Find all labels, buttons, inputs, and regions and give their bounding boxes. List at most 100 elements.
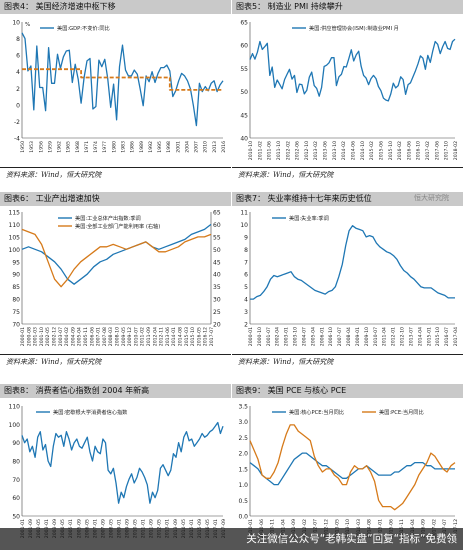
y-tick-label: 85 (12, 284, 20, 291)
x-tick-label: 2002-12 (52, 327, 58, 346)
x-tick-label: 2012-06 (295, 141, 301, 160)
x-tick-label: 2006-06 (89, 327, 95, 346)
x-tick-label: 1950 (20, 141, 26, 153)
x-tick-label: 2011-02 (257, 141, 263, 160)
y-tick-label: 9 (244, 234, 248, 241)
x-tick-label: 2000-01 (20, 327, 26, 346)
x-tick-label: 1983 (121, 141, 127, 153)
x-tick-label: 2001-10 (39, 327, 45, 346)
y-tick-label-right: 40 (213, 272, 221, 279)
y-tick-label: 90 (12, 440, 20, 447)
x-tick-label: 2007-01 (96, 327, 102, 346)
x-tick-label: 2009-12 (127, 327, 133, 346)
y-tick-label-right: 20 (213, 322, 221, 329)
y-tick-label: 0.5 (238, 498, 248, 505)
chart-panel-pmi: 图表5： 制造业 PMI 持续攀升 65 60 55 50 45 40 2010-10 201… (232, 0, 463, 180)
y-tick-label-right: 65 (213, 210, 221, 217)
x-tick-label: 2017-04 (453, 327, 459, 346)
y-tick-label-right: 45 (213, 259, 221, 266)
x-tick-label: 2004-02 (64, 327, 70, 346)
chart-title: 图表9： 美国 PCE 与核心 PCE (232, 384, 463, 398)
x-tick-label: 2001-03 (33, 327, 39, 346)
y-tick-label-right: 35 (213, 284, 221, 291)
y-tick-label: 0.0 (238, 514, 248, 521)
x-tick-label: 2005-11 (83, 327, 89, 346)
x-tick-label: 2007-07 (337, 327, 343, 346)
x-tick-label: 1971 (84, 141, 90, 153)
x-tick-label: 2001 (175, 141, 181, 153)
x-tick-label: 2011-09 (146, 327, 152, 346)
x-tick-label: 2002-04 (275, 327, 281, 346)
series-line (249, 424, 456, 511)
x-tick-label: 1995 (157, 141, 163, 153)
chart-panel-industrial: 图表6： 工业产出增速加快 115 110 105 100 95 90 85 80 75 70 65… (0, 192, 231, 368)
y-tick-label: 2 (16, 86, 20, 93)
x-tick-label: 2013-02 (313, 141, 319, 160)
y-tick-label: 1.5 (238, 466, 248, 473)
y-tick-label: 8 (16, 36, 20, 43)
y-tick-label: 5 (244, 284, 248, 291)
legend-label: 美国:核心PCE:当月同比 (289, 408, 344, 416)
series-line (249, 38, 456, 102)
chart-panel-consumer: 图表8： 消费者信心指数创 2004 年新高 11010090807060502… (0, 384, 231, 550)
x-tick-label: 2014-06 (351, 141, 357, 160)
y-tick-label: 80 (12, 297, 20, 304)
y-tick-label: 70 (12, 477, 20, 484)
series-line (22, 68, 223, 91)
x-tick-label: 2007 (194, 141, 200, 153)
x-tick-label: 2011-04 (382, 327, 388, 346)
x-tick-label: 2013-07 (408, 327, 414, 346)
x-tick-label: 2000-01 (248, 327, 254, 346)
x-tick-label: 2013-10 (332, 141, 338, 160)
legend-label: 美国:PCE:当月同比 (379, 408, 424, 416)
y-tick-label: 105 (9, 234, 21, 241)
pce-chart: 3.53.02.52.01.51.00.50.02010-012010-0620… (238, 404, 459, 539)
x-tick-label: 2017-10 (444, 141, 450, 160)
x-tick-label: 2004-09 (70, 327, 76, 346)
y-tick-label: 60 (12, 495, 20, 502)
source-note: 资料来源：Wind，恒大研究院 (238, 171, 334, 179)
x-tick-label: 2011-02 (140, 327, 146, 346)
x-tick-label: 2012-02 (285, 141, 291, 160)
x-tick-label: 1956 (38, 141, 44, 153)
x-tick-label: 2017-06 (434, 141, 440, 160)
x-tick-label: 2009-01 (355, 327, 361, 346)
y-tick-label: 6 (16, 53, 20, 60)
legend-label: 美国:失业率:季调 (289, 214, 329, 222)
y-tick-label-right: 25 (213, 309, 221, 316)
promo-banner[interactable]: 关注微信公众号“老韩实盘”回复“指标”免费领 (0, 528, 463, 550)
x-tick-label: 2010-07 (133, 327, 139, 346)
x-tick-label: 2016-06 (406, 141, 412, 160)
y-tick-label: 65 (240, 20, 248, 27)
y-tick-label: 10 (240, 222, 248, 229)
y-tick-label: -4 (14, 136, 20, 143)
industrial-chart: 115 110 105 100 95 90 85 80 75 70 65 60 55 50 45 40 35 30… (9, 210, 221, 347)
x-tick-label: 1992 (148, 141, 154, 153)
x-tick-label: 1974 (93, 141, 99, 153)
x-tick-label: 2016-12 (203, 327, 209, 346)
x-tick-label: 2003-01 (284, 327, 290, 346)
y-tick-label: 2.5 (238, 435, 248, 442)
y-tick-label: 80 (12, 459, 20, 466)
x-tick-label: 1998 (166, 141, 172, 153)
x-tick-label: 2014-10 (360, 141, 366, 160)
x-tick-label: 1959 (47, 141, 53, 153)
consumer-confidence-chart: 11010090807060502001-012001-092002-05200… (9, 404, 227, 539)
x-tick-label: 1989 (139, 141, 145, 153)
x-tick-label: 2016-05 (196, 327, 202, 346)
x-tick-label: 2015-03 (184, 327, 190, 346)
x-tick-label: 2015-02 (369, 141, 375, 160)
x-tick-label: 2002-05 (45, 327, 51, 346)
chart-panel-unemployment: 图表7： 失业率维持十七年来历史低位 11 10 9 8 7 6 5 4 3 2 2000-01 20… (232, 192, 463, 368)
x-tick-label: 2015-10 (190, 327, 196, 346)
x-tick-label: 2013-06 (323, 141, 329, 160)
x-tick-label: 1977 (102, 141, 108, 153)
y-tick-label: 70 (12, 322, 20, 329)
y-tick-label: 4 (16, 69, 20, 76)
y-tick-label: 75 (12, 309, 20, 316)
x-tick-label: 2012-10 (304, 141, 310, 160)
x-tick-label: 2010-07 (373, 327, 379, 346)
y-tick-label-right: 50 (213, 247, 221, 254)
y-tick-label: 10 (12, 20, 20, 27)
x-tick-label: 2003-10 (293, 327, 299, 346)
